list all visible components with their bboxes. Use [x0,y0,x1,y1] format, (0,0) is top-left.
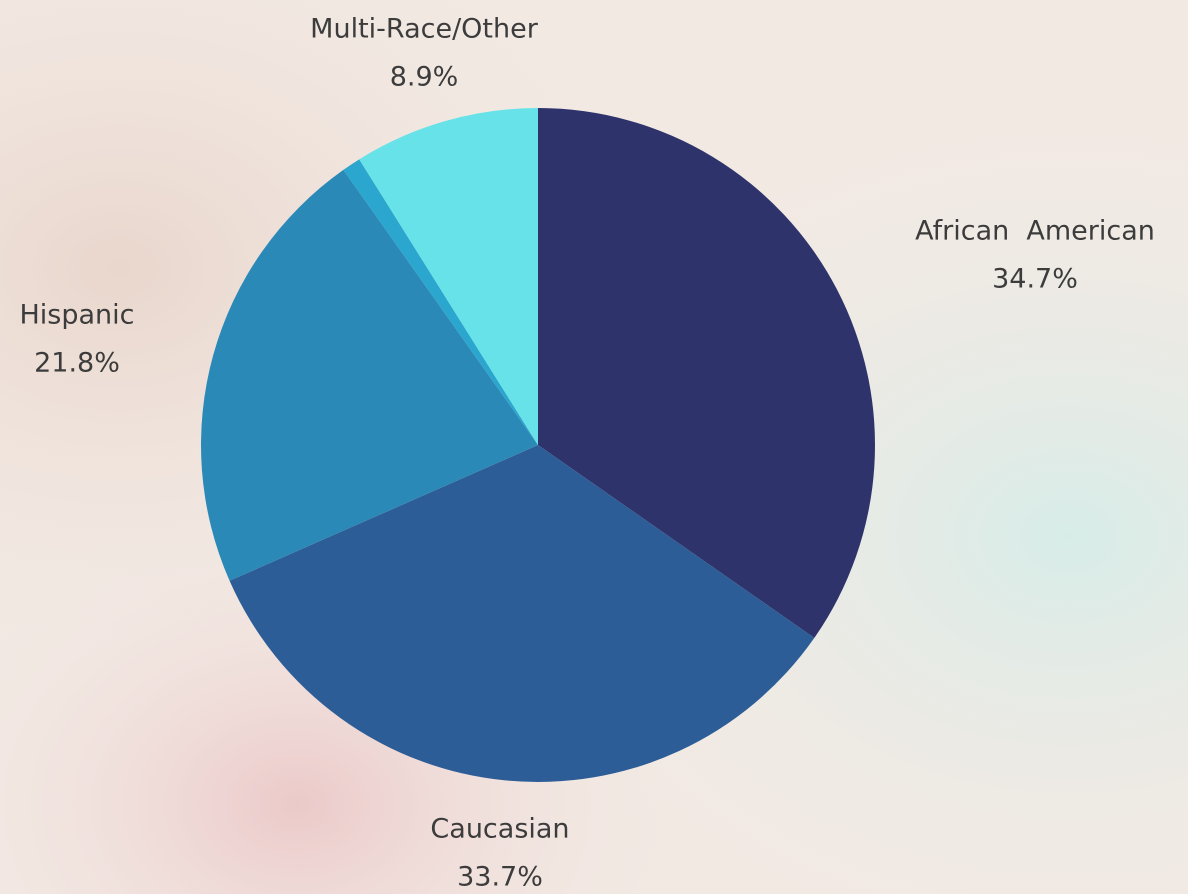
category-label: African American [915,216,1155,247]
value-label: 8.9% [390,62,459,93]
category-label: Multi-Race/Other [310,14,539,45]
chart: African American 34.7% Caucasian 33.7% Hispa… [0,0,1188,894]
page: African American 34.7% Caucasian 33.7% Hispa… [0,0,1188,894]
category-label: Caucasian [430,814,569,845]
category-label: Hispanic [19,300,134,331]
pie [201,108,875,782]
value-label: 34.7% [992,264,1078,295]
value-label: 33.7% [457,862,543,893]
value-label: 21.8% [34,348,120,379]
